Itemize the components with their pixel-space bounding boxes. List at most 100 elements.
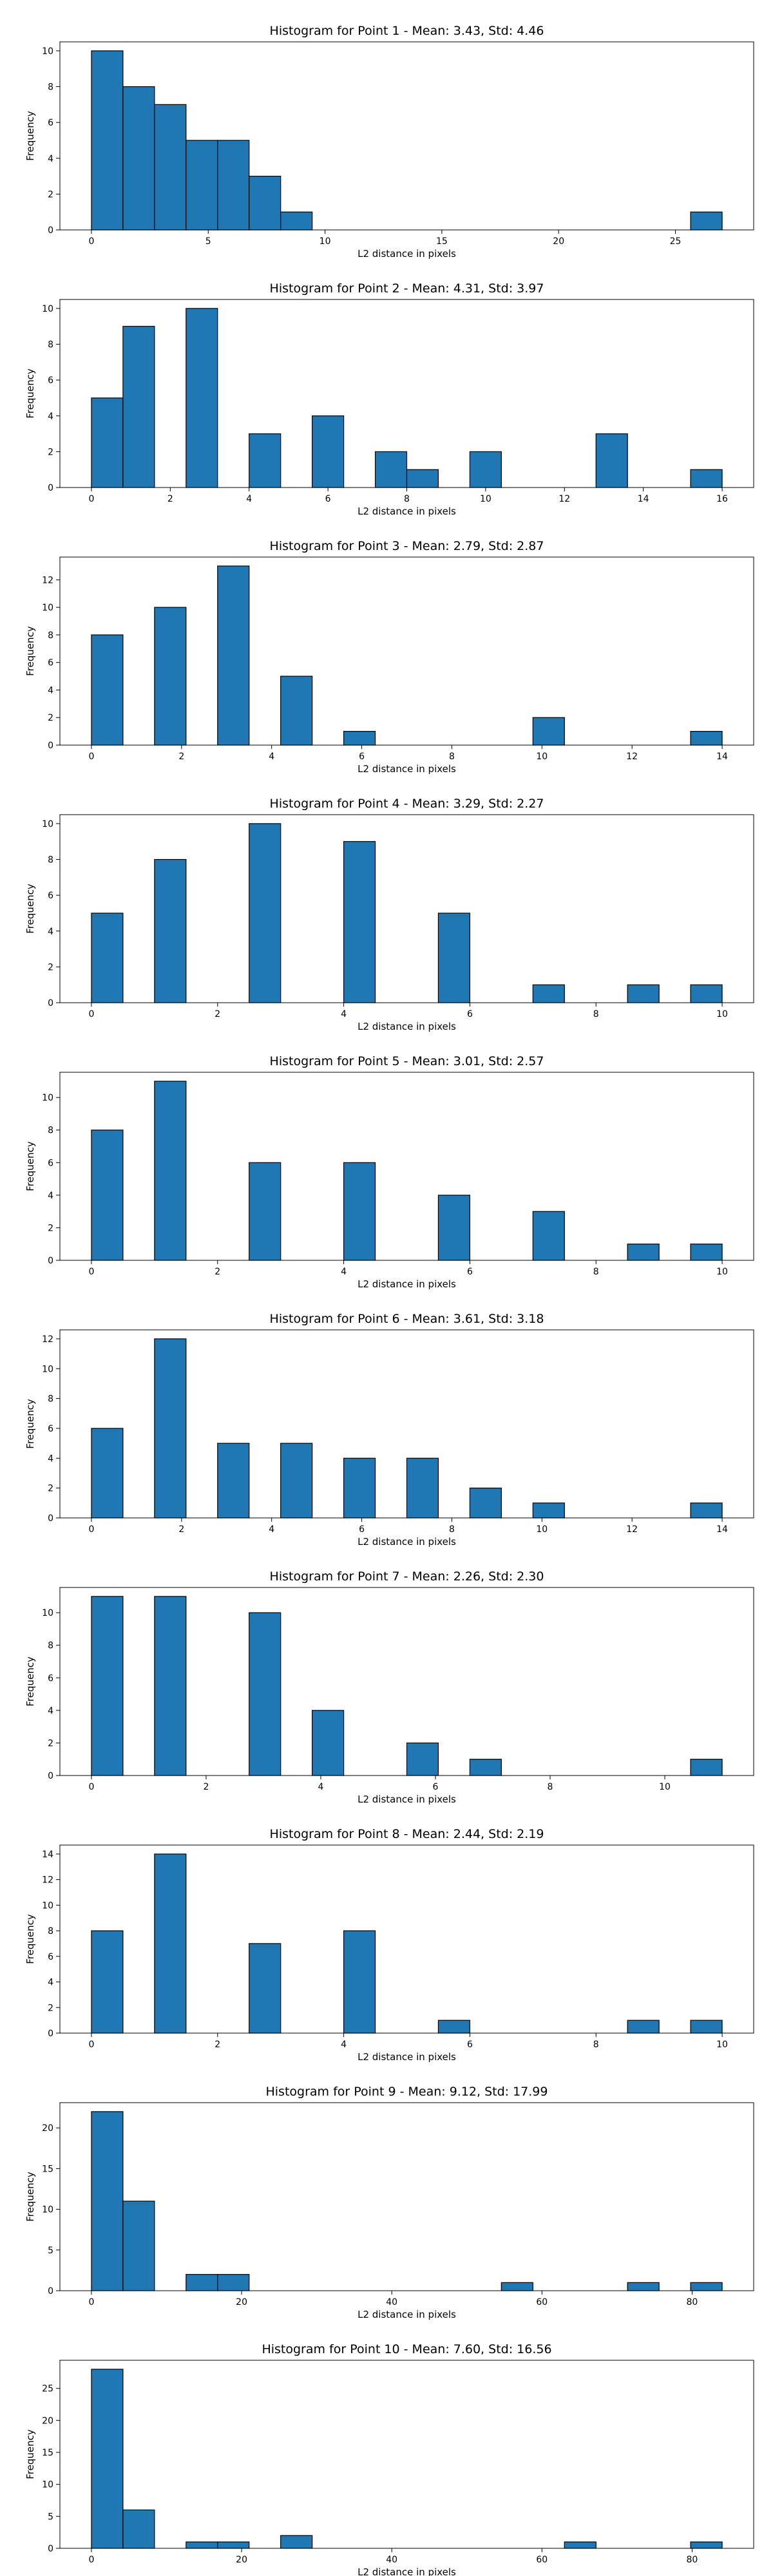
x-tick-label: 8 (449, 1524, 455, 1535)
histogram-bar (690, 1502, 723, 1519)
chart-title: Histogram for Point 3 - Mean: 2.79, Std:… (270, 539, 544, 553)
y-tick-label: 25 (42, 2384, 53, 2394)
x-tick-label: 0 (88, 1524, 94, 1535)
y-tick-label: 0 (48, 225, 53, 236)
x-tick-label: 20 (236, 2555, 247, 2565)
x-tick-label: 2 (215, 1267, 220, 1277)
plot-frame (59, 556, 754, 746)
x-tick-label: 4 (341, 1267, 347, 1277)
x-tick-label: 12 (626, 752, 638, 762)
histogram-bar (249, 1612, 282, 1776)
plot-frame (59, 1587, 754, 1776)
x-axis-label: L2 distance in pixels (358, 2566, 456, 2576)
histogram-bar (280, 676, 313, 746)
plot-frame (59, 41, 754, 231)
y-tick-label: 8 (48, 340, 53, 350)
x-tick-label: 10 (536, 1524, 548, 1535)
y-tick-label: 6 (48, 118, 53, 128)
y-tick-label: 2 (48, 447, 53, 457)
histogram-bar (627, 984, 660, 1003)
x-tick-label: 6 (359, 1524, 365, 1535)
x-tick-label: 0 (88, 236, 94, 247)
y-tick-label: 0 (48, 1256, 53, 1266)
x-axis-label: L2 distance in pixels (358, 1794, 456, 1805)
x-tick-label: 0 (88, 752, 94, 762)
histogram-bar (249, 1162, 282, 1261)
y-tick-label: 8 (48, 82, 53, 93)
histogram-bar (186, 308, 218, 488)
histogram-bar (690, 1759, 723, 1776)
histogram-bar (690, 984, 723, 1003)
plot-frame (59, 1329, 754, 1519)
y-tick-label: 10 (42, 603, 53, 613)
histogram-bar (154, 1596, 187, 1776)
y-axis-label: Frequency (24, 884, 36, 934)
chart-title: Histogram for Point 4 - Mean: 3.29, Std:… (270, 797, 544, 811)
plot-frame (59, 2360, 754, 2549)
histogram-bar (406, 1457, 439, 1519)
plot-frame (59, 1844, 754, 2034)
y-tick-label: 0 (48, 1771, 53, 1781)
histogram-bar (217, 1443, 250, 1519)
histogram-bar (627, 2282, 660, 2291)
y-tick-label: 2 (48, 1738, 53, 1748)
x-tick-label: 0 (88, 1009, 94, 1019)
histogram-bar (374, 451, 408, 488)
x-tick-label: 25 (670, 236, 682, 247)
histogram-bar (532, 717, 565, 746)
y-tick-label: 8 (48, 1926, 53, 1937)
y-axis-label: Frequency (24, 1399, 36, 1449)
histogram-bar (91, 2369, 124, 2549)
y-tick-label: 2 (48, 2003, 53, 2013)
x-tick-label: 80 (687, 2297, 698, 2307)
y-tick-label: 6 (48, 891, 53, 901)
histogram-bar (627, 2020, 660, 2034)
chart-8: Histogram for Point 8 - Mean: 2.44, Std:… (24, 1827, 754, 2063)
histogram-bar (91, 634, 124, 746)
x-tick-label: 80 (687, 2555, 698, 2565)
y-tick-label: 4 (48, 1191, 53, 1201)
histogram-bar (437, 1195, 471, 1261)
histogram-bar (249, 1943, 282, 2034)
chart-6: Histogram for Point 6 - Mean: 3.61, Std:… (24, 1312, 754, 1548)
plot-frame (59, 2102, 754, 2291)
y-tick-label: 15 (42, 2448, 53, 2458)
y-tick-label: 4 (48, 1706, 53, 1716)
histogram-bar (690, 2541, 723, 2549)
y-tick-label: 6 (48, 1952, 53, 1962)
x-tick-label: 8 (548, 1782, 553, 1792)
y-tick-label: 10 (42, 819, 53, 829)
x-tick-label: 40 (386, 2297, 397, 2307)
y-tick-label: 6 (48, 375, 53, 386)
x-tick-label: 2 (215, 2040, 220, 2050)
y-tick-label: 0 (48, 741, 53, 751)
plot-frame (59, 1072, 754, 1261)
x-axis-label: L2 distance in pixels (358, 1021, 456, 1032)
chart-title: Histogram for Point 10 - Mean: 7.60, Std… (262, 2342, 551, 2356)
histogram-bar (532, 1502, 565, 1519)
y-tick-label: 8 (48, 1126, 53, 1136)
y-tick-label: 5 (48, 2512, 53, 2522)
y-tick-label: 2 (48, 962, 53, 972)
histogram-bar (249, 175, 282, 231)
histogram-bar (154, 1853, 187, 2034)
y-axis-label: Frequency (24, 2429, 36, 2479)
x-tick-label: 16 (716, 494, 728, 504)
x-tick-label: 0 (88, 2040, 94, 2050)
y-axis-label: Frequency (24, 1656, 36, 1707)
histogram-bar (154, 858, 187, 1003)
y-tick-label: 4 (48, 412, 53, 422)
x-tick-label: 12 (626, 1524, 638, 1535)
histogram-bar (91, 397, 124, 488)
chart-title: Histogram for Point 7 - Mean: 2.26, Std:… (270, 1569, 544, 1584)
y-tick-label: 8 (48, 630, 53, 641)
chart-title: Histogram for Point 1 - Mean: 3.43, Std:… (270, 24, 544, 38)
y-tick-label: 10 (42, 304, 53, 314)
histogram-bar (91, 1130, 124, 1261)
y-tick-label: 10 (42, 2480, 53, 2490)
x-tick-label: 4 (246, 494, 252, 504)
y-tick-label: 20 (42, 2123, 53, 2134)
x-tick-label: 14 (716, 1524, 728, 1535)
histogram-bar (690, 731, 723, 746)
x-tick-label: 6 (325, 494, 331, 504)
